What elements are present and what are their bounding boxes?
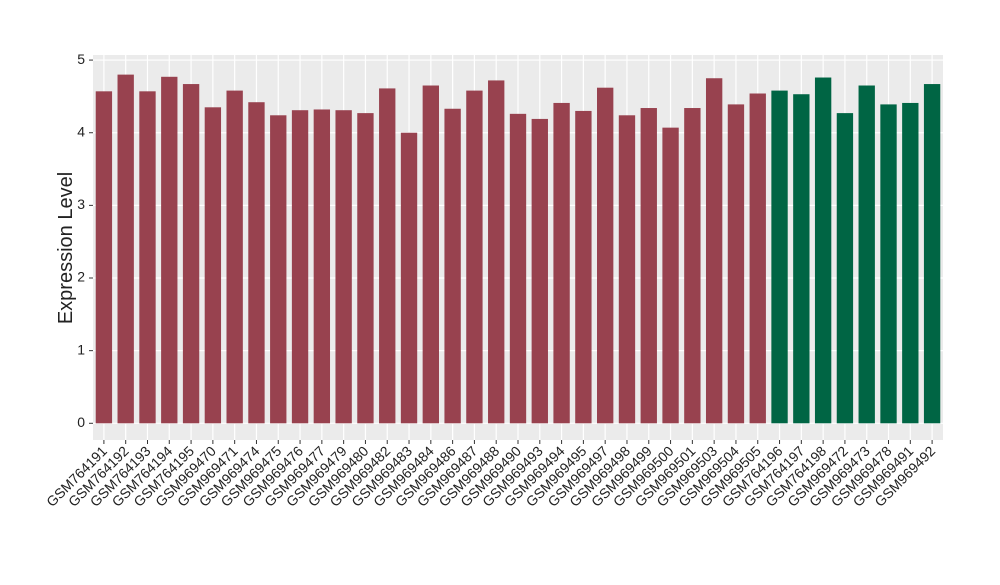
bar (858, 85, 875, 424)
bar (923, 84, 941, 424)
bar (488, 80, 505, 424)
bar (902, 102, 919, 424)
bar (117, 74, 134, 424)
bar (248, 102, 265, 424)
y-tick-label: 2 (77, 269, 85, 285)
bar (749, 93, 766, 424)
bar (771, 90, 788, 424)
bar (705, 78, 723, 424)
bar (313, 109, 331, 424)
bar (95, 91, 113, 424)
bar (509, 113, 527, 424)
bar (400, 132, 418, 424)
y-tick-label: 0 (77, 414, 85, 430)
bar (793, 94, 810, 424)
bar (640, 108, 657, 424)
y-tick-label: 4 (77, 123, 85, 139)
bar (357, 113, 374, 424)
bar (662, 127, 679, 424)
bar (270, 115, 287, 424)
y-axis-label: Expression Level (55, 172, 77, 324)
bar (226, 90, 243, 424)
y-tick-label: 3 (77, 196, 85, 212)
bar (422, 85, 439, 424)
bar (727, 104, 745, 424)
bar (618, 115, 636, 424)
bar (575, 110, 592, 424)
bar (182, 84, 200, 424)
bar (444, 108, 461, 424)
bar (531, 118, 548, 424)
bar (684, 108, 701, 424)
bar (379, 88, 396, 424)
bar (880, 104, 897, 424)
bar (597, 87, 614, 424)
bar (466, 90, 483, 424)
bar (291, 110, 309, 424)
bar (814, 77, 832, 424)
bar (335, 110, 352, 424)
y-tick-label: 1 (77, 341, 85, 357)
bar (161, 76, 178, 424)
bar (204, 107, 222, 424)
bar (553, 102, 570, 424)
bar (139, 91, 156, 424)
y-tick-label: 5 (77, 51, 85, 67)
bar (836, 113, 854, 424)
